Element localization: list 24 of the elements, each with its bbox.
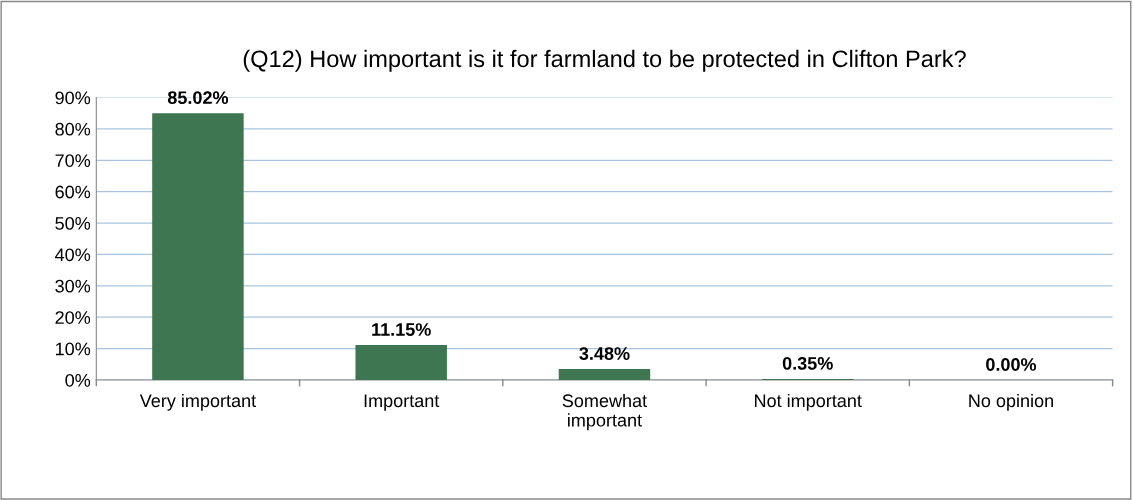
data-label: 0.00% <box>986 358 1037 371</box>
x-tick-label: Somewhat important <box>562 393 647 431</box>
y-tick-label: 60% <box>55 185 91 199</box>
x-tick-label: Very important <box>139 393 257 411</box>
data-label: 0.35% <box>782 356 833 370</box>
y-tick-label: 70% <box>55 154 91 167</box>
chart-title: (Q12) How important is it for farmland to be protected in Clifton Park? <box>243 49 966 72</box>
y-tick-label: 90% <box>55 91 91 105</box>
y-tick-label: 80% <box>55 122 91 136</box>
data-label: 11.15% <box>372 323 431 336</box>
y-tick-label: 40% <box>55 248 91 262</box>
bar <box>558 369 651 380</box>
x-tick-label: Not important <box>755 393 862 411</box>
data-label: 85.02% <box>167 91 229 105</box>
bar <box>355 345 447 380</box>
y-tick-label: 0% <box>65 373 91 387</box>
data-label: 3.48% <box>579 347 630 360</box>
y-tick-label: 30% <box>55 279 91 293</box>
y-tick-label: 50% <box>55 216 91 230</box>
y-tick-label: 20% <box>55 311 91 324</box>
x-tick-label: No opinion <box>969 393 1053 411</box>
x-tick-label: Important <box>364 394 440 411</box>
y-tick-label: 10% <box>55 342 91 356</box>
bar <box>152 113 244 380</box>
